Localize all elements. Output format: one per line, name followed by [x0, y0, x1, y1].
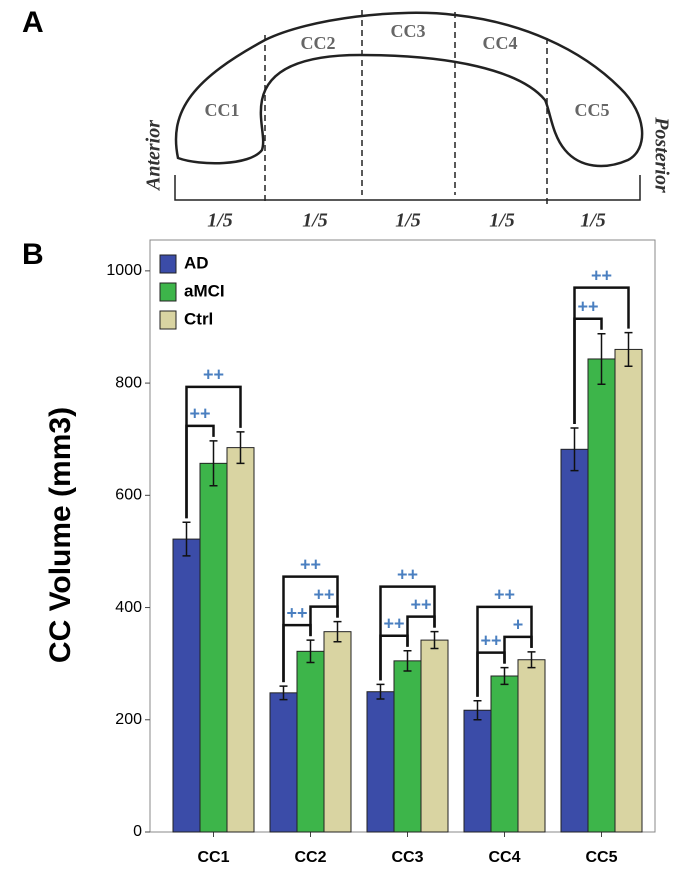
error-bar — [306, 639, 315, 664]
panel-label: A — [22, 6, 44, 39]
fraction-label: 1/5 — [302, 210, 328, 232]
fraction-label: 1/5 — [207, 210, 233, 232]
legend-label: AD — [184, 253, 209, 272]
posterior-label: Posterior — [650, 116, 672, 193]
y-tick-label: 800 — [115, 374, 142, 391]
error-bar — [473, 699, 482, 721]
significance-bracket — [573, 286, 630, 424]
significance-label: ++ — [577, 296, 598, 316]
error-bar — [403, 650, 412, 672]
significance-label: ++ — [300, 554, 321, 574]
bar — [420, 639, 449, 833]
x-tick-label: CC1 — [197, 849, 229, 866]
y-tick-label: 600 — [115, 487, 142, 504]
error-bar — [527, 651, 536, 669]
bar — [517, 659, 546, 833]
significance-label: ++ — [494, 585, 515, 605]
legend-label: aMCI — [184, 281, 225, 300]
length-bracket — [174, 175, 641, 201]
region-label: CC5 — [575, 100, 610, 120]
anterior-label: Anterior — [143, 120, 165, 192]
bar — [323, 631, 352, 833]
legend-label: Ctrl — [184, 309, 213, 328]
error-bar — [570, 427, 579, 472]
error-bar — [597, 332, 606, 385]
x-tick-label: CC5 — [585, 849, 617, 866]
bar — [199, 462, 228, 833]
y-tick-label: 200 — [115, 711, 142, 728]
significance-bracket — [282, 575, 339, 683]
legend-swatch — [159, 254, 177, 274]
bar — [296, 650, 325, 833]
y-tick-label: 0 — [133, 823, 142, 840]
error-bar — [236, 431, 245, 465]
bar — [172, 538, 201, 833]
y-tick-label: 1000 — [106, 262, 142, 279]
error-bar — [500, 666, 509, 686]
corpus-callosum-outline — [174, 11, 644, 168]
y-tick-label: 400 — [115, 599, 142, 616]
significance-label: ++ — [313, 584, 334, 604]
bar — [269, 692, 298, 833]
error-bar — [624, 331, 633, 368]
region-label: CC1 — [205, 100, 240, 120]
legend-swatch — [159, 310, 177, 330]
x-tick-label: CC3 — [391, 849, 423, 866]
bar — [490, 675, 519, 833]
significance-bracket — [379, 585, 436, 681]
bar — [614, 348, 643, 833]
bar — [587, 358, 616, 833]
y-axis-title: CC Volume (mm3) — [44, 407, 77, 663]
bar — [560, 448, 589, 833]
error-bar — [333, 620, 342, 643]
error-bar — [376, 683, 385, 700]
significance-label: ++ — [410, 594, 431, 614]
fraction-label: 1/5 — [489, 210, 515, 232]
region-label: CC4 — [483, 33, 518, 53]
region-dividers — [264, 10, 548, 205]
legend-swatch — [159, 282, 177, 302]
error-bar — [209, 440, 218, 487]
error-bar — [430, 630, 439, 650]
x-tick-label: CC2 — [294, 849, 326, 866]
region-label: CC3 — [391, 21, 426, 41]
panel-label: B — [22, 238, 44, 271]
bar — [463, 709, 492, 833]
region-label: CC2 — [301, 33, 336, 53]
bar — [393, 660, 422, 833]
error-bar — [182, 521, 191, 557]
significance-label: ++ — [286, 603, 307, 623]
fraction-label: 1/5 — [580, 210, 606, 232]
significance-label: ++ — [480, 630, 501, 650]
significance-label: ++ — [397, 564, 418, 584]
significance-bracket — [185, 385, 242, 519]
significance-bracket — [476, 605, 533, 697]
significance-label: ++ — [189, 404, 210, 424]
significance-label: ++ — [383, 614, 404, 634]
bar — [226, 447, 255, 833]
bar — [366, 691, 395, 833]
significance-label: + — [513, 615, 524, 635]
error-bar — [279, 685, 288, 701]
significance-label: ++ — [203, 365, 224, 385]
fraction-label: 1/5 — [395, 210, 421, 232]
x-tick-label: CC4 — [488, 849, 520, 866]
significance-label: ++ — [591, 265, 612, 285]
